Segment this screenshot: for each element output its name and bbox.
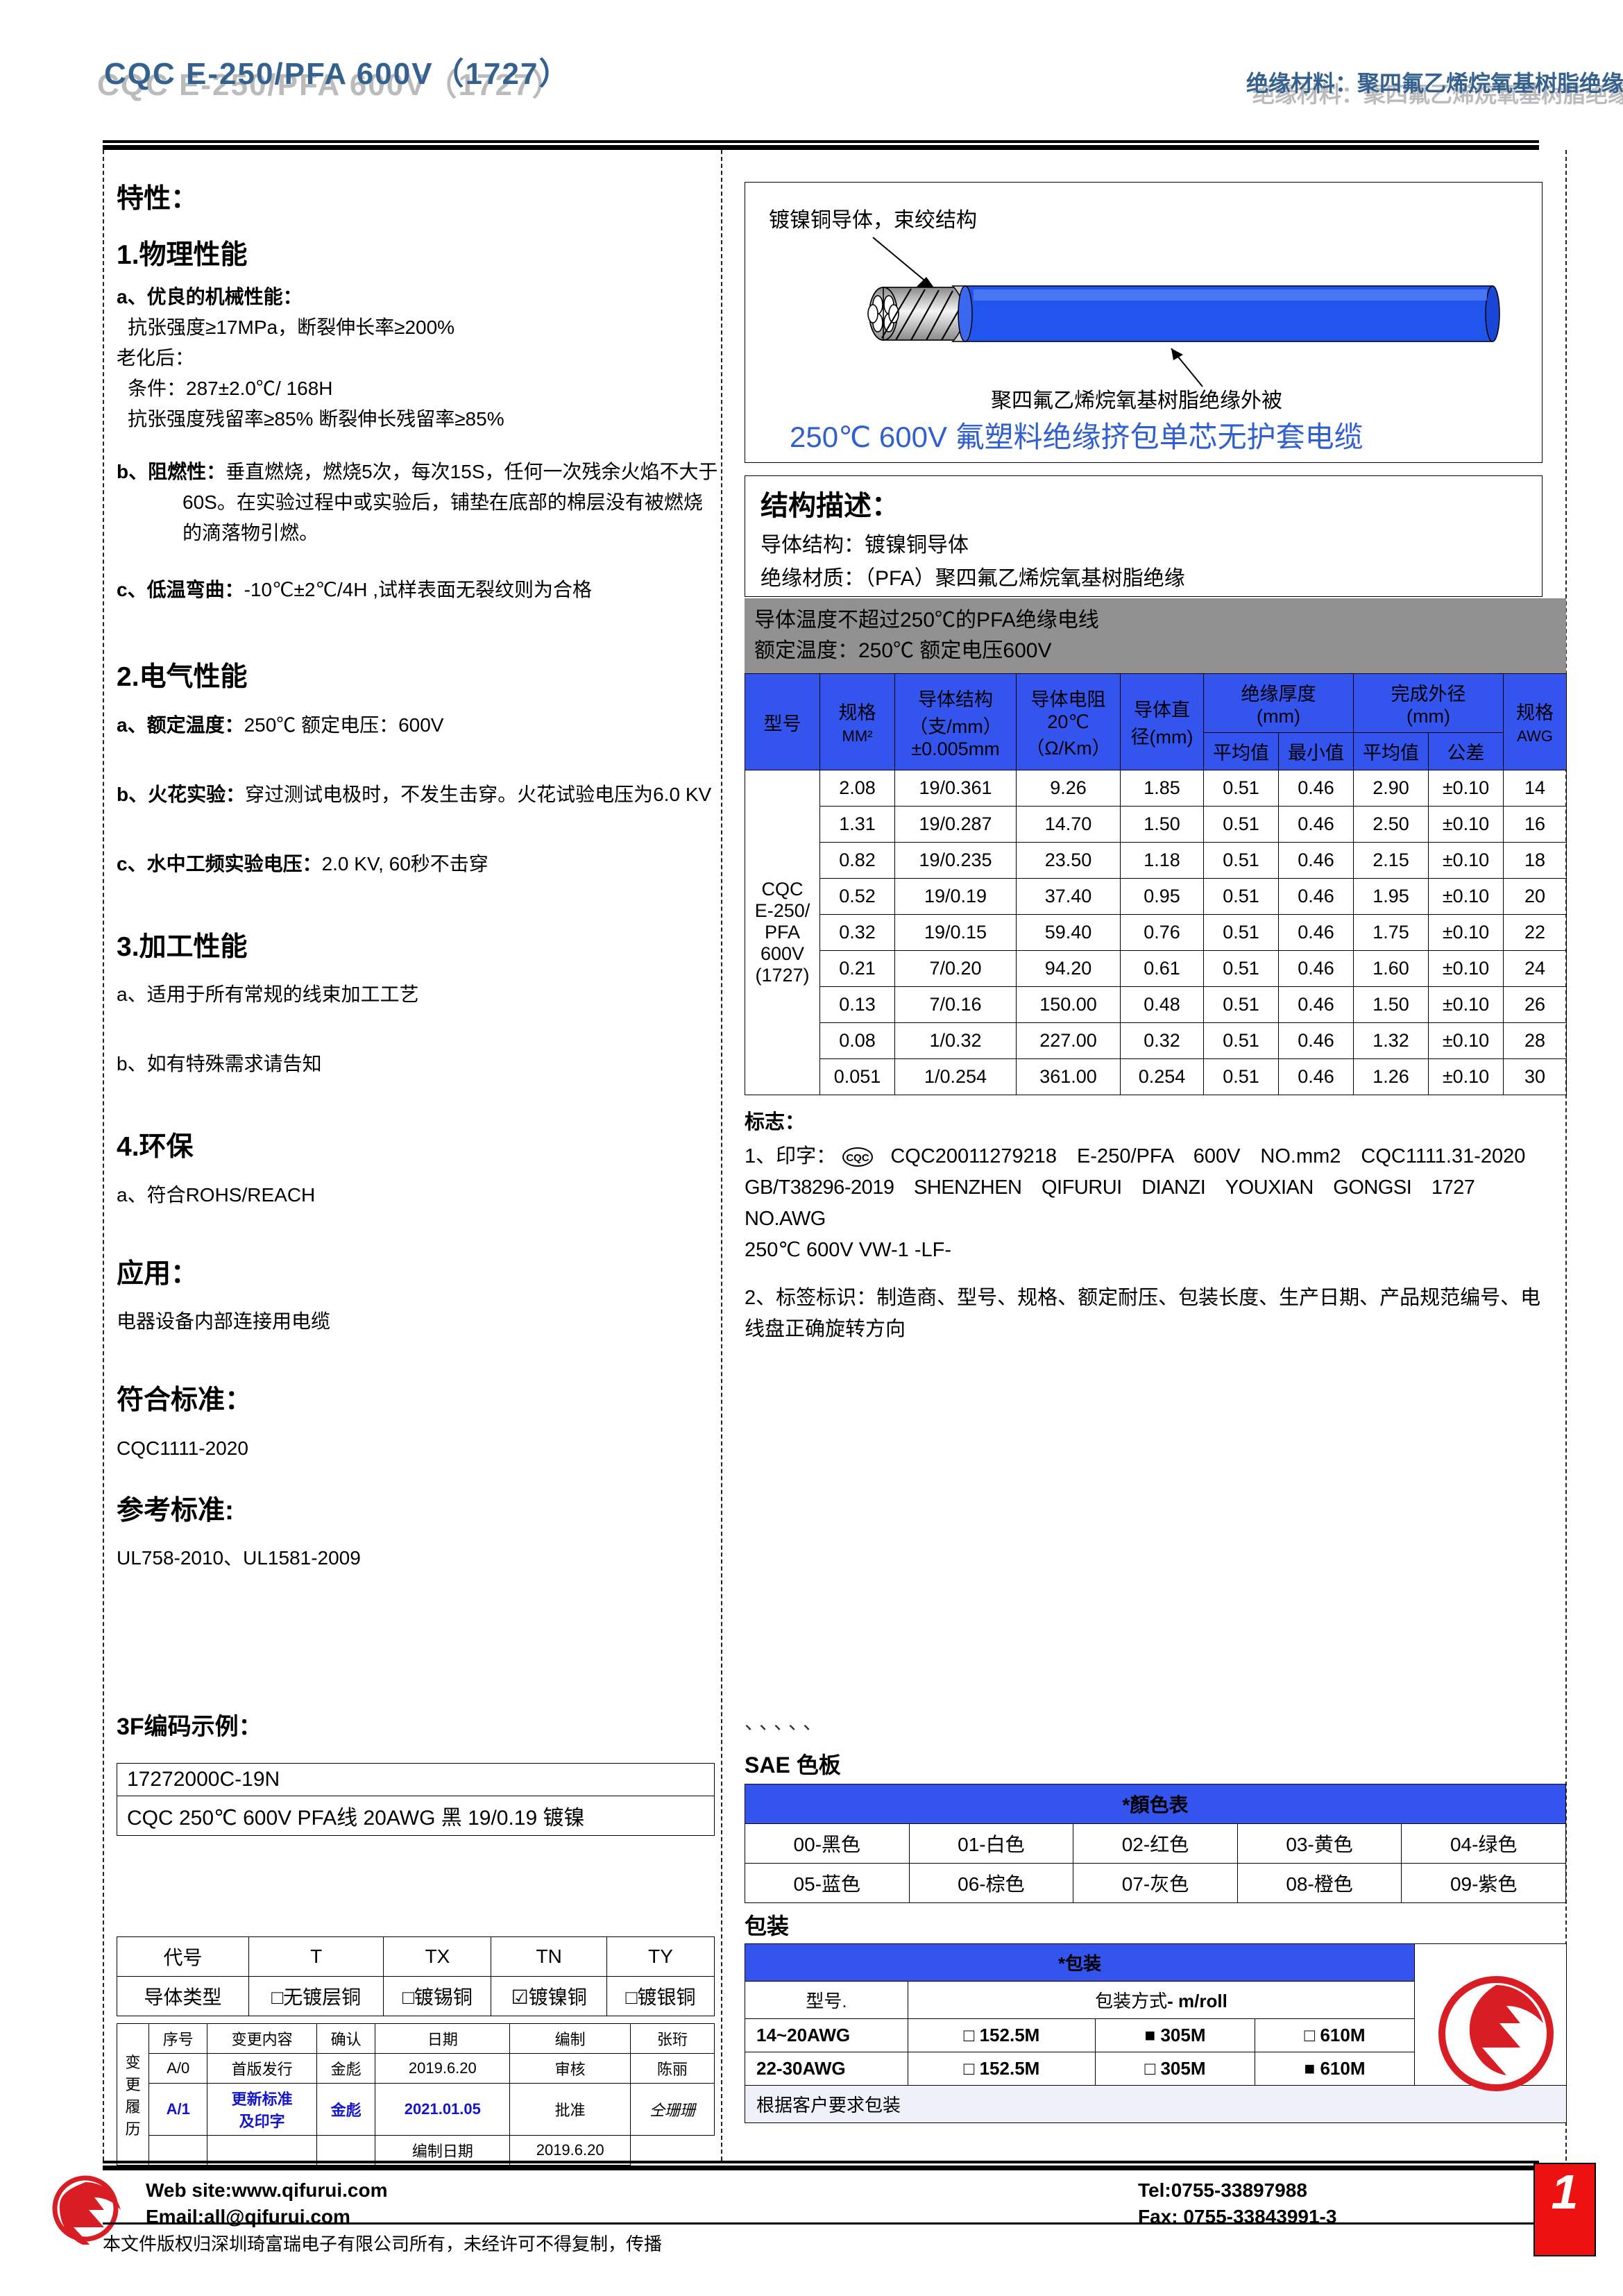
svg-text:聚四氟乙烯烷氧基树脂绝缘外被: 聚四氟乙烯烷氧基树脂绝缘外被 — [991, 389, 1282, 412]
svg-text:250℃ 600V 氟塑料绝缘挤包单芯无护套电缆: 250℃ 600V 氟塑料绝缘挤包单芯无护套电缆 — [790, 421, 1363, 453]
svg-text:CQC: CQC — [847, 1152, 870, 1164]
svg-text:镀镍铜导体，束绞结构: 镀镍铜导体，束绞结构 — [769, 209, 977, 232]
